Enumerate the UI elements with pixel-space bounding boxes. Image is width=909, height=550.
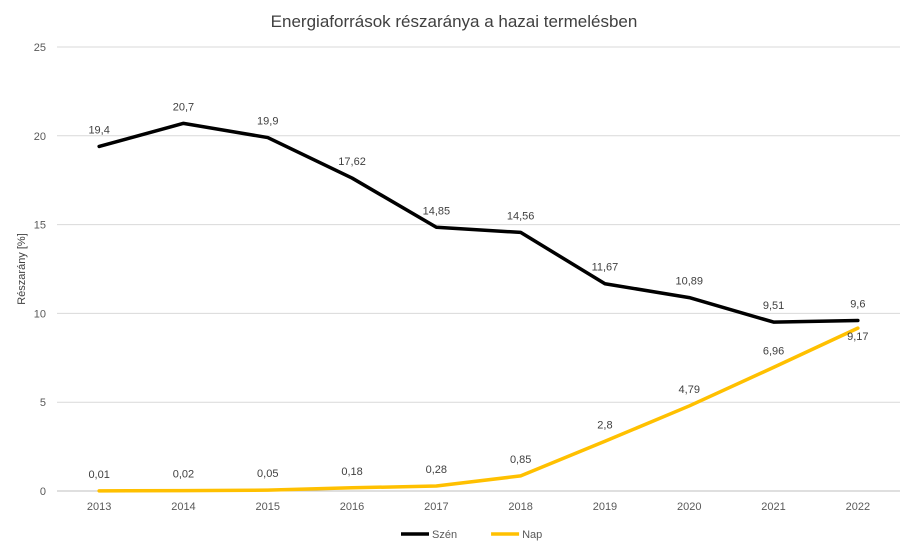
data-label: 19,4 [88, 124, 109, 136]
y-tick-label: 0 [40, 486, 46, 498]
data-label: 9,51 [763, 300, 784, 312]
data-label: 0,01 [88, 469, 109, 481]
x-tick-label: 2021 [761, 501, 785, 513]
data-label: 14,56 [507, 210, 535, 222]
x-tick-label: 2016 [340, 501, 364, 513]
data-label: 0,85 [510, 454, 531, 466]
x-tick-label: 2018 [508, 501, 532, 513]
data-label: 0,05 [257, 468, 278, 480]
data-label: 4,79 [679, 384, 700, 396]
y-axis-ticks: 0 5 10 15 20 25 [34, 42, 46, 498]
x-tick-label: 2013 [87, 501, 111, 513]
data-label: 0,28 [426, 464, 447, 476]
x-tick-label: 2014 [171, 501, 195, 513]
gridlines [57, 46, 900, 492]
data-label: 9,17 [847, 331, 868, 343]
data-label: 9,6 [850, 299, 865, 311]
y-tick-label: 10 [34, 308, 46, 320]
y-tick-label: 5 [40, 397, 46, 409]
series-line-szén [97, 121, 860, 324]
y-tick-label: 20 [34, 131, 46, 143]
data-label: 0,02 [173, 469, 194, 481]
legend: Szén Nap [401, 529, 542, 541]
y-tick-label: 15 [34, 220, 46, 232]
series-lines [97, 121, 860, 493]
data-labels: 19,4 20,7 19,9 17,62 14,85 14,56 11,67 10,89 9,5… [88, 101, 868, 480]
x-tick-label: 2015 [256, 501, 280, 513]
data-label: 11,67 [592, 262, 619, 274]
data-label: 6,96 [763, 345, 784, 357]
x-tick-label: 2020 [677, 501, 701, 513]
data-label: 19,9 [257, 116, 278, 128]
data-label: 2,8 [597, 419, 612, 431]
legend-label: Szén [432, 529, 457, 541]
x-tick-label: 2022 [846, 501, 870, 513]
legend-label: Nap [522, 529, 542, 541]
y-tick-label: 25 [34, 42, 46, 54]
data-label: 0,18 [341, 466, 362, 478]
data-label: 20,7 [173, 101, 194, 113]
data-label: 10,89 [675, 276, 703, 288]
x-tick-label: 2019 [593, 501, 617, 513]
data-label: 17,62 [338, 156, 366, 168]
series-line-nap [97, 326, 860, 493]
data-label: 14,85 [423, 205, 451, 217]
chart-title: Energiaforrások részaránya a hazai terme… [271, 12, 638, 31]
x-axis-ticks: 2013 2014 2015 2016 2017 2018 2019 2020 2021 2022 [87, 501, 870, 513]
x-tick-label: 2017 [424, 501, 448, 513]
y-axis-label: Részarány [%] [16, 233, 28, 305]
